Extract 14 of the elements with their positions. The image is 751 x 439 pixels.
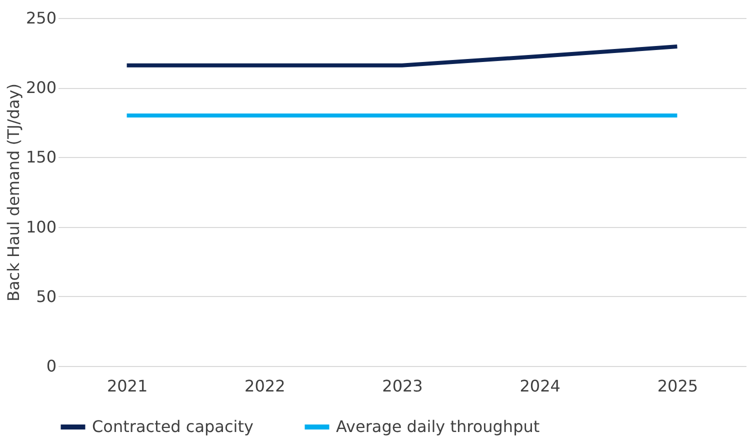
y-tick-label: 250 <box>26 8 56 28</box>
y-tick-label: 100 <box>26 217 56 236</box>
y-tick-label: 200 <box>26 78 56 98</box>
y-tick-label: 0 <box>46 356 56 376</box>
y-tick-label: 50 <box>36 286 56 306</box>
x-tick-label: 2021 <box>106 376 148 396</box>
legend-label: Average daily throughput <box>336 417 540 436</box>
x-tick-label: 2023 <box>382 376 423 396</box>
y-axis-title: Back Haul demand (TJ/day) <box>4 83 23 302</box>
legend-label: Contracted capacity <box>92 417 254 436</box>
x-tick-label: 2024 <box>520 376 560 396</box>
x-tick-label: 2025 <box>657 376 698 396</box>
y-tick-label: 150 <box>26 148 56 167</box>
x-tick-label: 2022 <box>244 376 286 396</box>
